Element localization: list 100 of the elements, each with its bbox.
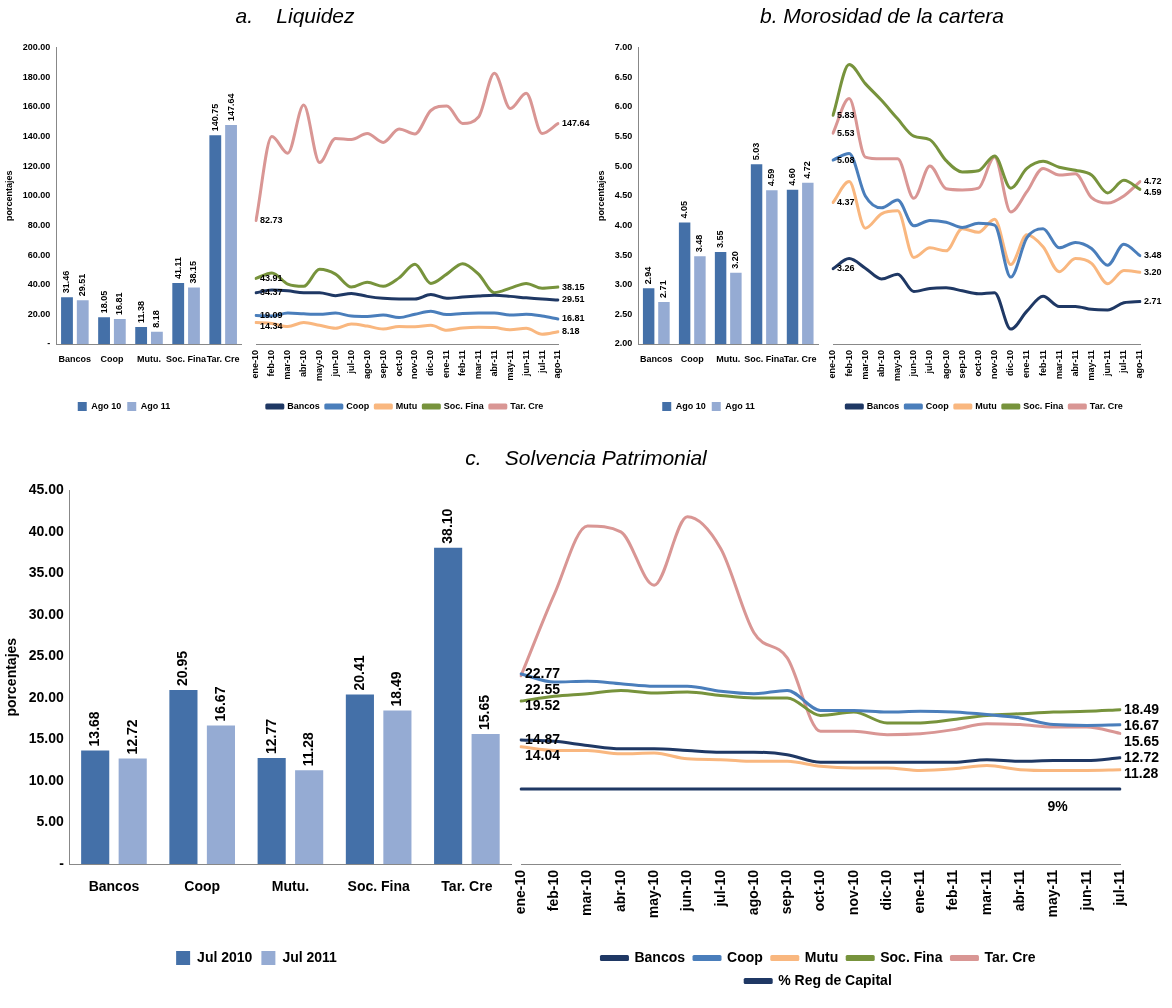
x-tick-label: ago-10 bbox=[361, 350, 372, 380]
legend-label: Ago 10 bbox=[91, 400, 122, 411]
legend-label: Bancos bbox=[634, 948, 686, 965]
legend-label: Soc. Fina bbox=[1023, 400, 1065, 411]
legend-label: Bancos bbox=[866, 400, 900, 411]
data-label: 8.18 bbox=[562, 326, 580, 337]
data-label: 19.52 bbox=[525, 696, 561, 713]
data-label: 41.11 bbox=[172, 257, 183, 280]
x-tick-label: Tar. Cre bbox=[206, 353, 240, 364]
data-label: 11.38 bbox=[135, 301, 146, 324]
data-label: 16.81 bbox=[562, 313, 585, 324]
x-tick-label: feb-11 bbox=[1037, 350, 1048, 377]
data-label: 12.77 bbox=[262, 718, 279, 754]
x-tick-label: jun-11 bbox=[1102, 350, 1113, 378]
y-tick-label: 120.00 bbox=[22, 160, 51, 171]
x-tick-label: abr-10 bbox=[875, 350, 886, 378]
y-tick-label: 45.00 bbox=[28, 481, 65, 498]
data-label: 12.72 bbox=[123, 719, 140, 755]
x-tick-label: Bancos bbox=[88, 878, 140, 895]
data-label: 38.15 bbox=[188, 260, 199, 284]
x-tick-label: ago-10 bbox=[940, 350, 951, 380]
legend-label: Ago 11 bbox=[140, 400, 171, 411]
y-tick-label: - bbox=[47, 338, 51, 349]
x-tick-label: mar-10 bbox=[282, 350, 293, 380]
x-tick-label: jun-10 bbox=[908, 350, 919, 378]
x-tick-label: Tar. Cre bbox=[441, 878, 493, 895]
x-tick-label: Coop bbox=[680, 353, 705, 364]
y-tick-label: 3.00 bbox=[614, 279, 633, 290]
data-label: 3.55 bbox=[715, 230, 726, 249]
data-label: 4.72 bbox=[1144, 176, 1162, 187]
x-tick-label: sep-10 bbox=[377, 350, 388, 379]
bar bbox=[225, 125, 237, 344]
legend-label: Tar. Cre bbox=[984, 948, 1036, 965]
y-tick-label: 200.00 bbox=[22, 41, 51, 52]
legend-label: Ago 10 bbox=[675, 400, 706, 411]
x-tick-label: Mutu. bbox=[137, 353, 162, 364]
x-tick-label: sep-10 bbox=[778, 869, 795, 915]
y-tick-label: 35.00 bbox=[28, 564, 65, 581]
x-tick-label: abr-11 bbox=[1011, 869, 1028, 912]
legend-label: Mutu bbox=[804, 948, 839, 965]
data-label: 16.67 bbox=[1124, 716, 1160, 733]
bar bbox=[206, 725, 235, 864]
data-label: 2.94 bbox=[643, 266, 654, 285]
data-label: 18.49 bbox=[388, 671, 405, 707]
bar bbox=[169, 690, 198, 864]
data-label: 20.95 bbox=[174, 650, 191, 687]
x-tick-label: ene-11 bbox=[441, 350, 452, 379]
x-tick-label: nov-10 bbox=[989, 350, 1000, 380]
legend-label: Jul 2010 bbox=[197, 948, 253, 965]
x-tick-label: feb-11 bbox=[457, 350, 468, 377]
legend-label: Mutu bbox=[975, 400, 997, 411]
x-tick-label: dic-10 bbox=[425, 350, 436, 377]
x-tick-label: mar-11 bbox=[1053, 350, 1064, 380]
y-tick-label: 5.00 bbox=[614, 160, 633, 171]
bar bbox=[118, 758, 147, 864]
bar bbox=[150, 331, 163, 344]
data-label: 3.48 bbox=[1144, 250, 1162, 261]
x-tick-label: Mutu. bbox=[271, 878, 310, 895]
x-tick-label: ene-10 bbox=[827, 350, 838, 379]
x-tick-label: jun-11 bbox=[1077, 869, 1094, 912]
x-tick-label: feb-10 bbox=[266, 350, 277, 377]
x-tick-label: abr-11 bbox=[1069, 350, 1080, 377]
data-label: 2.71 bbox=[658, 280, 669, 298]
y-tick-label: 25.00 bbox=[28, 647, 65, 664]
chart-title: c. Solvencia Patrimonial bbox=[464, 446, 708, 470]
y-tick-label: 80.00 bbox=[27, 219, 51, 230]
data-label: 4.59 bbox=[766, 168, 777, 187]
y-tick-label: 20.00 bbox=[28, 688, 65, 705]
x-tick-label: Mutu. bbox=[716, 353, 741, 364]
y-axis-title: porcentajes bbox=[595, 170, 606, 221]
y-tick-label: 180.00 bbox=[22, 71, 51, 82]
x-tick-label: ene-10 bbox=[250, 350, 261, 379]
data-label: 5.53 bbox=[837, 127, 855, 138]
x-tick-label: oct-10 bbox=[972, 350, 983, 377]
bar bbox=[257, 757, 286, 864]
x-tick-label: may-11 bbox=[1044, 869, 1061, 918]
x-tick-label: may-11 bbox=[1086, 350, 1097, 381]
x-tick-label: ago-11 bbox=[552, 350, 563, 379]
data-label: 4.37 bbox=[837, 196, 855, 207]
data-label: 31.46 bbox=[61, 270, 72, 294]
y-tick-label: 5.00 bbox=[36, 813, 65, 830]
data-label: 29.51 bbox=[562, 294, 585, 305]
chart-title: a. Liquidez bbox=[234, 4, 356, 28]
data-label: 11.28 bbox=[300, 731, 317, 767]
y-axis-title: porcentajes bbox=[3, 170, 14, 221]
bar bbox=[113, 319, 126, 344]
legend-label: Ago 11 bbox=[725, 400, 755, 411]
y-tick-label: 140.00 bbox=[22, 130, 51, 141]
x-tick-label: jun-11 bbox=[520, 350, 531, 378]
y-tick-label: 40.00 bbox=[28, 522, 65, 539]
data-label: 11.28 bbox=[1124, 764, 1159, 781]
y-tick-label: 100.00 bbox=[22, 190, 51, 201]
y-axis-title: porcentajes bbox=[3, 637, 20, 717]
data-label: 4.72 bbox=[802, 161, 813, 179]
x-tick-label: mar-10 bbox=[859, 350, 870, 380]
data-label: 4.05 bbox=[679, 200, 690, 219]
data-label: 38.10 bbox=[438, 508, 455, 544]
data-label: 22.55 bbox=[525, 680, 561, 697]
data-label: 147.64 bbox=[562, 118, 590, 129]
x-tick-label: Soc. Fina bbox=[347, 878, 410, 895]
